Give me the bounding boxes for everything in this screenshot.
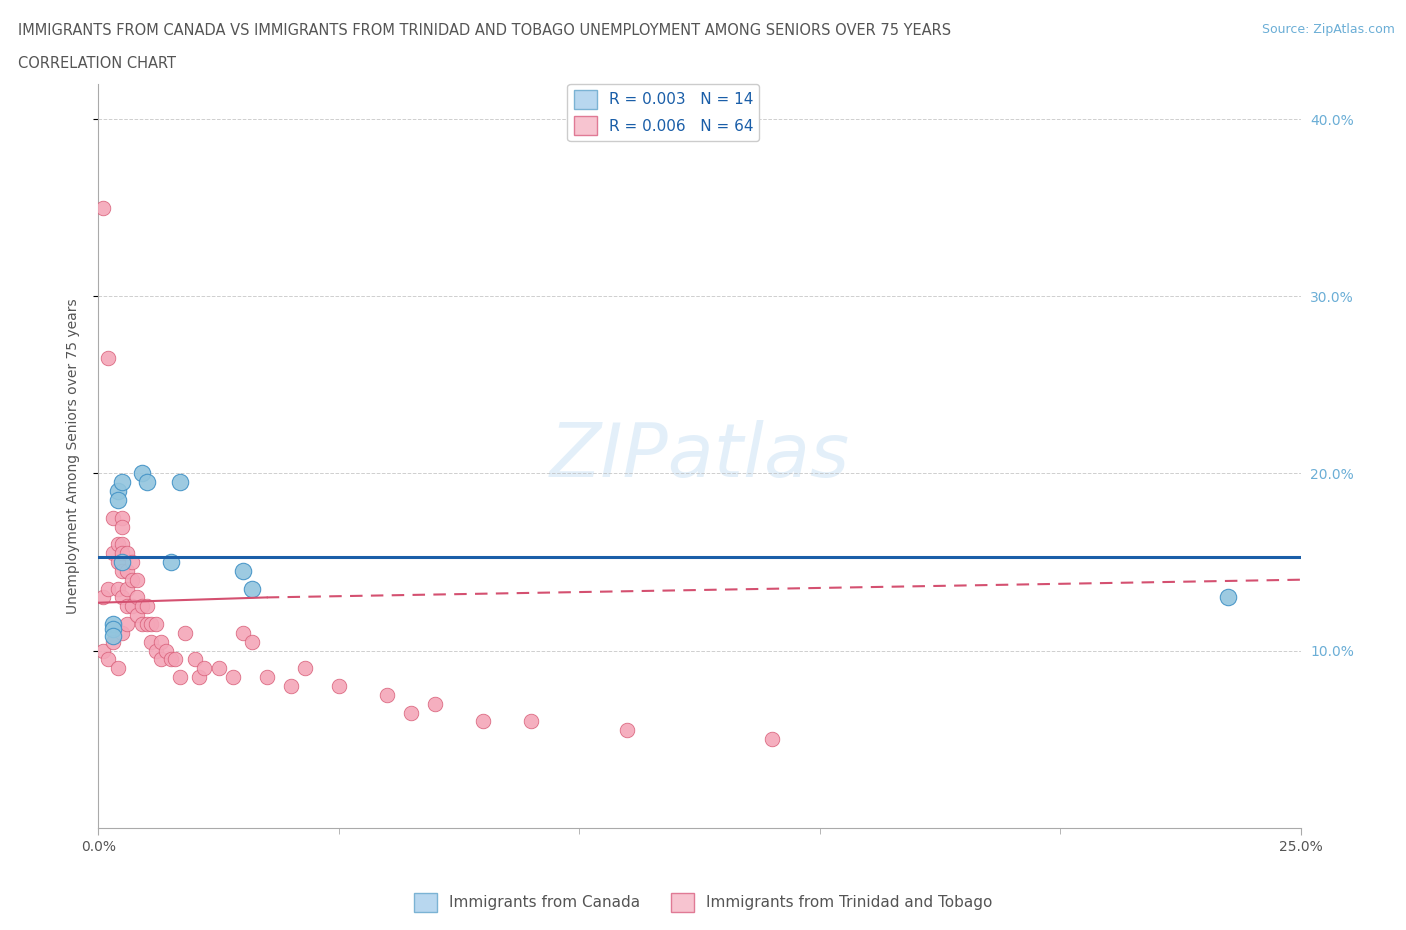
Point — [222, 670, 245, 684]
Point — [135, 475, 157, 490]
Point — [101, 511, 124, 525]
Point — [91, 590, 114, 604]
Point — [117, 546, 139, 561]
Point — [423, 697, 446, 711]
Point — [107, 554, 129, 569]
Point — [472, 714, 495, 729]
Point — [121, 599, 143, 614]
Point — [240, 634, 263, 649]
Point — [232, 625, 254, 640]
Point — [193, 661, 215, 676]
Point — [1218, 590, 1240, 604]
Point — [125, 607, 148, 622]
Legend: Immigrants from Canada, Immigrants from Trinidad and Tobago: Immigrants from Canada, Immigrants from … — [408, 887, 998, 918]
Point — [117, 617, 139, 631]
Point — [399, 705, 422, 720]
Point — [256, 670, 278, 684]
Point — [111, 590, 134, 604]
Point — [294, 661, 316, 676]
Point — [135, 617, 157, 631]
Point — [101, 622, 124, 637]
Point — [111, 511, 134, 525]
Point — [117, 599, 139, 614]
Point — [232, 564, 254, 578]
Point — [125, 572, 148, 587]
Point — [280, 679, 302, 694]
Point — [141, 634, 163, 649]
Point — [111, 546, 134, 561]
Point — [188, 670, 211, 684]
Point — [121, 554, 143, 569]
Point — [159, 652, 181, 667]
Point — [141, 617, 163, 631]
Point — [91, 644, 114, 658]
Point — [91, 200, 114, 215]
Point — [149, 634, 172, 649]
Point — [131, 599, 153, 614]
Point — [520, 714, 543, 729]
Text: CORRELATION CHART: CORRELATION CHART — [18, 56, 176, 71]
Point — [375, 687, 398, 702]
Point — [117, 564, 139, 578]
Point — [169, 475, 191, 490]
Point — [174, 625, 197, 640]
Point — [159, 554, 181, 569]
Text: IMMIGRANTS FROM CANADA VS IMMIGRANTS FROM TRINIDAD AND TOBAGO UNEMPLOYMENT AMONG: IMMIGRANTS FROM CANADA VS IMMIGRANTS FRO… — [18, 23, 952, 38]
Point — [131, 617, 153, 631]
Point — [135, 599, 157, 614]
Legend: R = 0.003   N = 14, R = 0.006   N = 64: R = 0.003 N = 14, R = 0.006 N = 64 — [568, 84, 759, 141]
Point — [111, 519, 134, 534]
Point — [111, 554, 134, 569]
Point — [111, 475, 134, 490]
Point — [165, 652, 187, 667]
Text: ZIPatlas: ZIPatlas — [550, 419, 849, 492]
Point — [125, 590, 148, 604]
Point — [107, 581, 129, 596]
Point — [183, 652, 205, 667]
Text: Source: ZipAtlas.com: Source: ZipAtlas.com — [1261, 23, 1395, 36]
Point — [149, 652, 172, 667]
Point — [169, 670, 191, 684]
Point — [121, 572, 143, 587]
Point — [111, 625, 134, 640]
Point — [101, 634, 124, 649]
Point — [111, 537, 134, 551]
Point — [107, 484, 129, 498]
Point — [107, 493, 129, 508]
Point — [240, 581, 263, 596]
Point — [101, 546, 124, 561]
Point — [97, 652, 120, 667]
Point — [155, 644, 177, 658]
Point — [101, 617, 124, 631]
Point — [131, 466, 153, 481]
Point — [145, 644, 167, 658]
Point — [97, 351, 120, 365]
Point — [208, 661, 231, 676]
Point — [328, 679, 350, 694]
Point — [145, 617, 167, 631]
Point — [97, 581, 120, 596]
Point — [761, 732, 783, 747]
Point — [107, 537, 129, 551]
Point — [101, 629, 124, 644]
Point — [117, 581, 139, 596]
Y-axis label: Unemployment Among Seniors over 75 years: Unemployment Among Seniors over 75 years — [66, 298, 80, 614]
Point — [111, 564, 134, 578]
Point — [616, 723, 638, 737]
Point — [107, 661, 129, 676]
